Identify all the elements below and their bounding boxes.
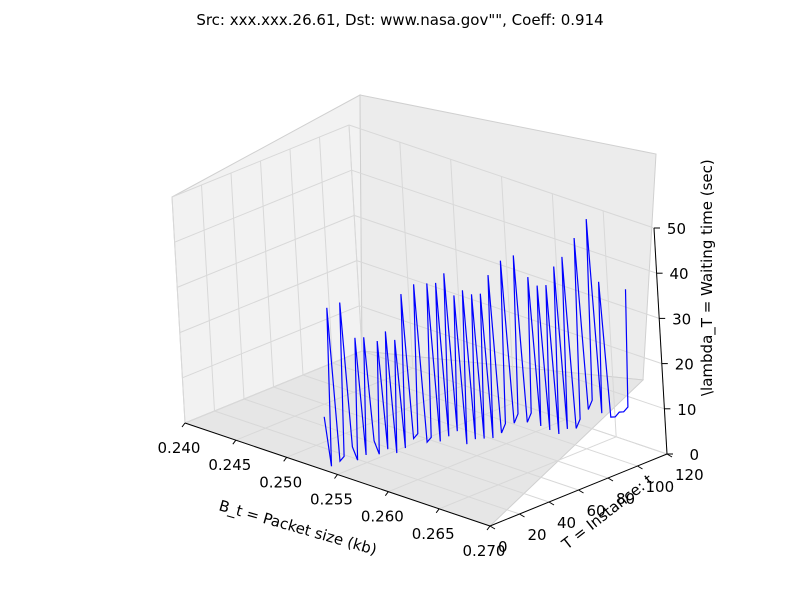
x-tick-mark bbox=[486, 525, 491, 531]
grid-line-z-right bbox=[361, 350, 668, 455]
grid-line-y-wall bbox=[260, 160, 274, 388]
grid-line-x-wall bbox=[501, 176, 515, 403]
grid-line-y-floor bbox=[273, 386, 579, 491]
grid-line-y-wall bbox=[289, 148, 304, 376]
grid-line-y-floor bbox=[332, 362, 638, 467]
y-tick-label: 80 bbox=[616, 490, 635, 508]
x-tick-label: 0.255 bbox=[310, 491, 353, 509]
z-axis-label: \lambda_T = Waiting time (sec) bbox=[698, 159, 717, 396]
y-tick-label: 100 bbox=[646, 478, 675, 496]
grid-line-y-wall bbox=[319, 136, 333, 364]
grid-line-z-right bbox=[354, 214, 660, 319]
y-tick-mark bbox=[519, 513, 525, 518]
z-tick-label: 30 bbox=[672, 310, 691, 328]
x-tick-mark bbox=[384, 491, 389, 496]
grid-line-x-wall bbox=[450, 159, 465, 386]
grid-line-y-wall bbox=[348, 124, 363, 352]
y-axis-label: T = Instance: t bbox=[558, 471, 657, 554]
x-tick-label: 0.270 bbox=[463, 542, 506, 560]
grid-line-x-wall bbox=[399, 142, 414, 369]
y-tick-mark bbox=[578, 489, 584, 494]
x-tick-mark bbox=[435, 508, 440, 514]
y-tick-label: 0 bbox=[498, 538, 508, 556]
z-tick-label: 20 bbox=[675, 356, 694, 374]
x-tick-label: 0.245 bbox=[208, 456, 251, 474]
chart-title: Src: xxx.xxx.26.61, Dst: www.nasa.gov"",… bbox=[196, 11, 603, 29]
x-tick-mark bbox=[283, 457, 288, 462]
grid-line-z-left bbox=[171, 124, 350, 198]
grid-line-z-left bbox=[179, 260, 357, 334]
grid-line-y-wall bbox=[171, 196, 186, 424]
y-tick-mark bbox=[489, 525, 496, 530]
y-tick-label: 20 bbox=[528, 526, 547, 544]
z-axis-line bbox=[653, 227, 668, 455]
z-tick-label: 40 bbox=[670, 265, 689, 283]
x-tick-label: 0.250 bbox=[259, 473, 302, 491]
series-group bbox=[323, 219, 629, 467]
grid-line-z-right bbox=[348, 124, 655, 229]
grid-line-y-floor bbox=[214, 410, 520, 515]
x-tick-label: 0.240 bbox=[158, 439, 201, 457]
x-tick-mark bbox=[334, 474, 338, 479]
grid-line-z-left bbox=[182, 305, 360, 379]
gridlines bbox=[171, 124, 668, 527]
grid-line-z-left bbox=[177, 214, 355, 288]
grid-line-y-floor bbox=[302, 374, 609, 479]
z-tick-label: 0 bbox=[689, 446, 699, 464]
x-tick-mark bbox=[181, 422, 186, 428]
y-tick-mark bbox=[607, 477, 614, 482]
y-tick-label: 40 bbox=[557, 514, 576, 532]
x-axis-label: B_t = Packet size (kb) bbox=[217, 497, 379, 560]
y-tick-label: 120 bbox=[675, 466, 704, 484]
x-tick-mark bbox=[232, 439, 237, 445]
grid-line-z-right bbox=[351, 169, 657, 274]
z-tick-label: 50 bbox=[667, 220, 686, 238]
y-tick-mark bbox=[548, 501, 555, 506]
y-tick-label: 60 bbox=[587, 502, 606, 520]
axes: 0.2400.2450.2500.2550.2600.2650.27002040… bbox=[158, 220, 704, 560]
x-tick-label: 0.260 bbox=[361, 508, 404, 526]
grid-line-z-right bbox=[356, 260, 662, 365]
y-tick-mark bbox=[637, 465, 643, 470]
grid-line-z-right bbox=[359, 305, 665, 410]
z-tick-label: 10 bbox=[677, 401, 696, 419]
grid-line-x-wall bbox=[602, 210, 617, 437]
grid-line-y-wall bbox=[201, 184, 215, 412]
x-tick-label: 0.265 bbox=[412, 525, 455, 543]
grid-line-y-wall bbox=[230, 172, 245, 400]
series-line-0 bbox=[323, 219, 629, 467]
grid-line-z-left bbox=[184, 350, 363, 424]
grid-line-z-left bbox=[174, 169, 352, 243]
